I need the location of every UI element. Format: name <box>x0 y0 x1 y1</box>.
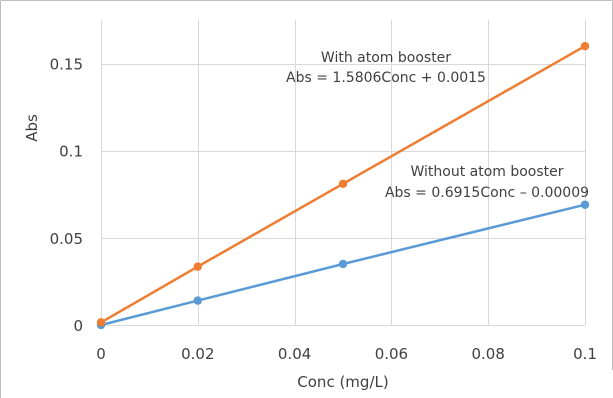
x-tick-label: 0.02 <box>181 345 214 363</box>
x-tick-label: 0 <box>96 345 106 363</box>
x-axis-title: Conc (mg/L) <box>297 373 388 391</box>
data-point-series-0 <box>338 259 348 269</box>
y-tick-label: 0 <box>73 317 83 335</box>
grid-layer <box>101 20 586 326</box>
y-tick-label: 0.15 <box>50 56 83 74</box>
y-tick-label: 0.05 <box>50 230 83 248</box>
x-tick-label: 0.1 <box>573 345 597 363</box>
series-line-0 <box>100 203 586 327</box>
y-axis-title: Abs <box>23 114 41 142</box>
data-point-series-1 <box>338 179 348 189</box>
tick-layer: 0 0.02 0.04 0.06 0.08 0.1 0 0.05 0.1 0.15 <box>50 56 597 363</box>
x-tick-label: 0.08 <box>471 345 504 363</box>
annotation-layer: With atom booster Abs = 1.5806Conc + 0.0… <box>286 50 589 201</box>
data-point-series-0 <box>580 200 590 209</box>
data-point-series-1 <box>193 262 202 271</box>
x-tick-label: 0.04 <box>278 345 311 363</box>
data-point-series-0 <box>193 296 202 305</box>
data-point-series-1 <box>96 318 106 327</box>
y-tick-label: 0.1 <box>59 143 83 161</box>
data-point-series-1 <box>580 41 590 51</box>
annotation-without-booster-label: Without atom booster <box>410 164 563 180</box>
series-layer <box>96 41 590 330</box>
annotation-without-booster-equation: Abs = 0.6915Conc – 0.00009 <box>385 185 589 201</box>
annotation-with-booster-equation: Abs = 1.5806Conc + 0.0015 <box>286 70 486 86</box>
annotation-with-booster-label: With atom booster <box>321 50 451 66</box>
x-tick-label: 0.06 <box>375 345 408 363</box>
series-line-1 <box>100 45 586 324</box>
